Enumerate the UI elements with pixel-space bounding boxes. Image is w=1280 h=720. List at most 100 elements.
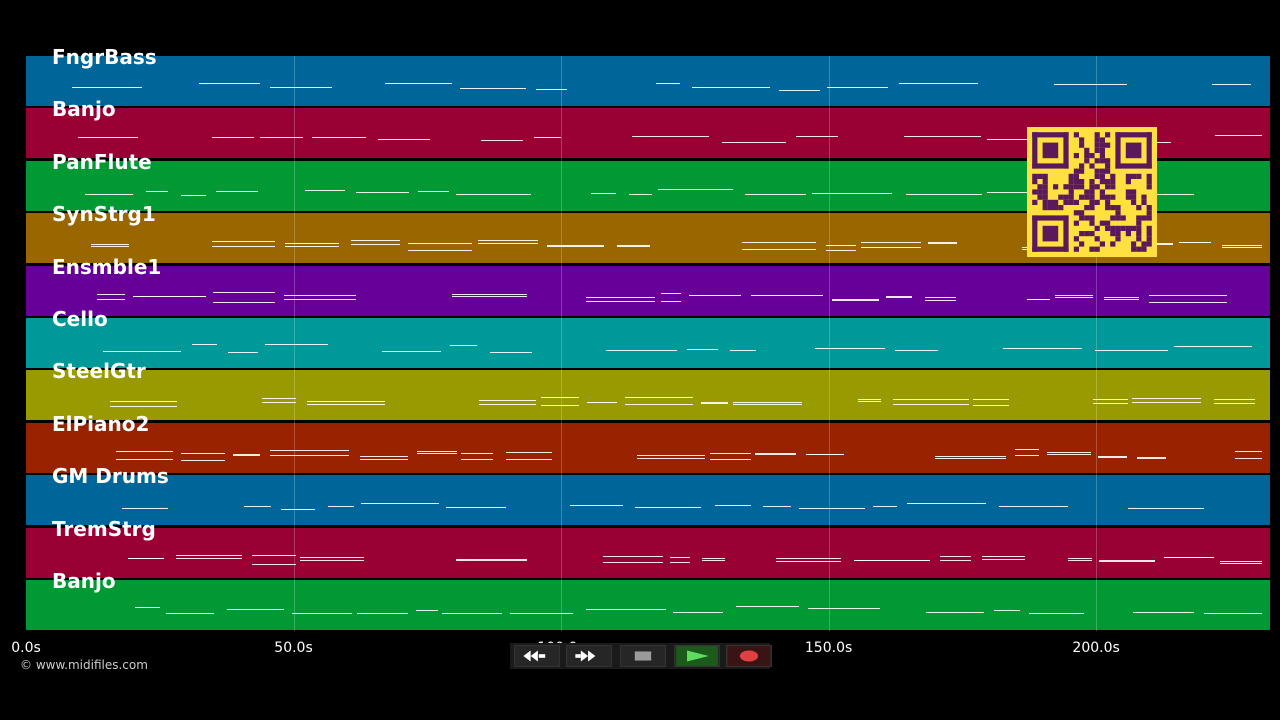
- track-row[interactable]: [26, 370, 1270, 421]
- note-stroke: [934, 457, 1007, 459]
- note-stroke: [1098, 457, 1128, 459]
- track-row[interactable]: [26, 527, 1270, 578]
- track-row[interactable]: [26, 318, 1270, 368]
- track-label: Cello: [52, 307, 108, 331]
- note-stroke: [90, 245, 130, 247]
- note-stroke: [270, 87, 332, 89]
- note-stroke: [134, 607, 161, 609]
- stop-button[interactable]: [620, 645, 666, 667]
- note-stroke: [736, 606, 799, 608]
- note-stroke: [1211, 84, 1252, 86]
- note-stroke: [90, 244, 130, 246]
- note-stroke: [1055, 294, 1093, 296]
- note-stroke: [687, 349, 719, 351]
- note-stroke: [730, 349, 756, 351]
- play-button[interactable]: [674, 645, 720, 667]
- track-label: SynStrg1: [52, 202, 156, 227]
- note-stroke: [227, 608, 284, 610]
- note-stroke: [281, 509, 315, 511]
- note-stroke: [755, 453, 797, 455]
- note-stroke: [1222, 244, 1262, 246]
- note-stroke: [262, 398, 297, 400]
- note-stroke: [812, 192, 892, 194]
- note-stroke: [356, 612, 408, 614]
- note-stroke: [860, 241, 922, 243]
- note-stroke: [928, 241, 958, 243]
- note-stroke: [213, 302, 276, 304]
- note-stroke: [78, 136, 138, 138]
- note-stroke: [547, 245, 604, 247]
- note-stroke: [924, 299, 956, 301]
- note-stroke: [893, 403, 969, 405]
- note-stroke: [416, 610, 438, 612]
- note-stroke: [252, 554, 297, 556]
- note-stroke: [306, 400, 386, 402]
- note-stroke: [1132, 402, 1202, 404]
- track-row[interactable]: [26, 56, 1270, 106]
- note-stroke: [585, 609, 666, 611]
- note-stroke: [489, 351, 532, 353]
- note-stroke: [460, 453, 494, 455]
- note-stroke: [284, 294, 356, 296]
- note-stroke: [350, 243, 401, 245]
- track-label: TremStrg: [52, 516, 156, 541]
- note-stroke: [924, 296, 956, 298]
- track-row[interactable]: [26, 265, 1270, 316]
- note-stroke: [311, 137, 367, 139]
- note-stroke: [700, 402, 729, 404]
- note-stroke: [456, 560, 527, 562]
- fast-forward-button[interactable]: [566, 645, 612, 667]
- note-stroke: [361, 503, 440, 505]
- note-stroke: [284, 298, 356, 300]
- note-stroke: [814, 348, 886, 350]
- note-stroke: [854, 559, 931, 561]
- note-stroke: [1093, 399, 1129, 401]
- note-stroke: [115, 459, 173, 461]
- note-stroke: [806, 453, 845, 455]
- note-stroke: [1014, 455, 1039, 457]
- track-row[interactable]: [26, 422, 1270, 473]
- note-stroke: [1136, 457, 1166, 459]
- note-stroke: [213, 292, 276, 294]
- note-stroke: [742, 249, 817, 251]
- note-stroke: [133, 296, 206, 298]
- track-label: Ensmble1: [52, 254, 162, 279]
- note-stroke: [1095, 349, 1168, 351]
- note-stroke: [656, 83, 681, 85]
- note-stroke: [778, 89, 821, 91]
- track-label: FngrBass: [52, 45, 157, 69]
- note-stroke: [452, 296, 528, 298]
- grid-line: [293, 56, 295, 631]
- note-stroke: [1068, 557, 1093, 559]
- note-stroke: [452, 294, 528, 296]
- note-stroke: [994, 609, 1021, 611]
- note-stroke: [732, 403, 802, 405]
- note-stroke: [97, 293, 126, 295]
- note-stroke: [1149, 301, 1228, 303]
- note-stroke: [762, 505, 791, 507]
- note-stroke: [742, 242, 817, 244]
- note-stroke: [776, 558, 841, 560]
- note-stroke: [212, 246, 275, 248]
- track-row[interactable]: [26, 475, 1270, 526]
- note-stroke: [1068, 559, 1093, 561]
- note-stroke: [893, 398, 969, 400]
- note-stroke: [657, 189, 734, 190]
- track-row[interactable]: [26, 580, 1270, 630]
- note-stroke: [359, 456, 409, 458]
- note-stroke: [216, 190, 259, 192]
- note-stroke: [928, 243, 958, 245]
- note-stroke: [291, 613, 352, 615]
- rewind-button[interactable]: [514, 645, 560, 667]
- note-stroke: [826, 249, 857, 251]
- note-stroke: [934, 455, 1007, 457]
- record-button[interactable]: [726, 645, 772, 667]
- note-stroke: [109, 400, 177, 402]
- note-stroke: [359, 459, 409, 461]
- note-stroke: [103, 351, 181, 353]
- note-stroke: [176, 555, 242, 557]
- note-stroke: [629, 193, 653, 195]
- note-stroke: [987, 191, 1066, 193]
- note-stroke: [569, 505, 623, 507]
